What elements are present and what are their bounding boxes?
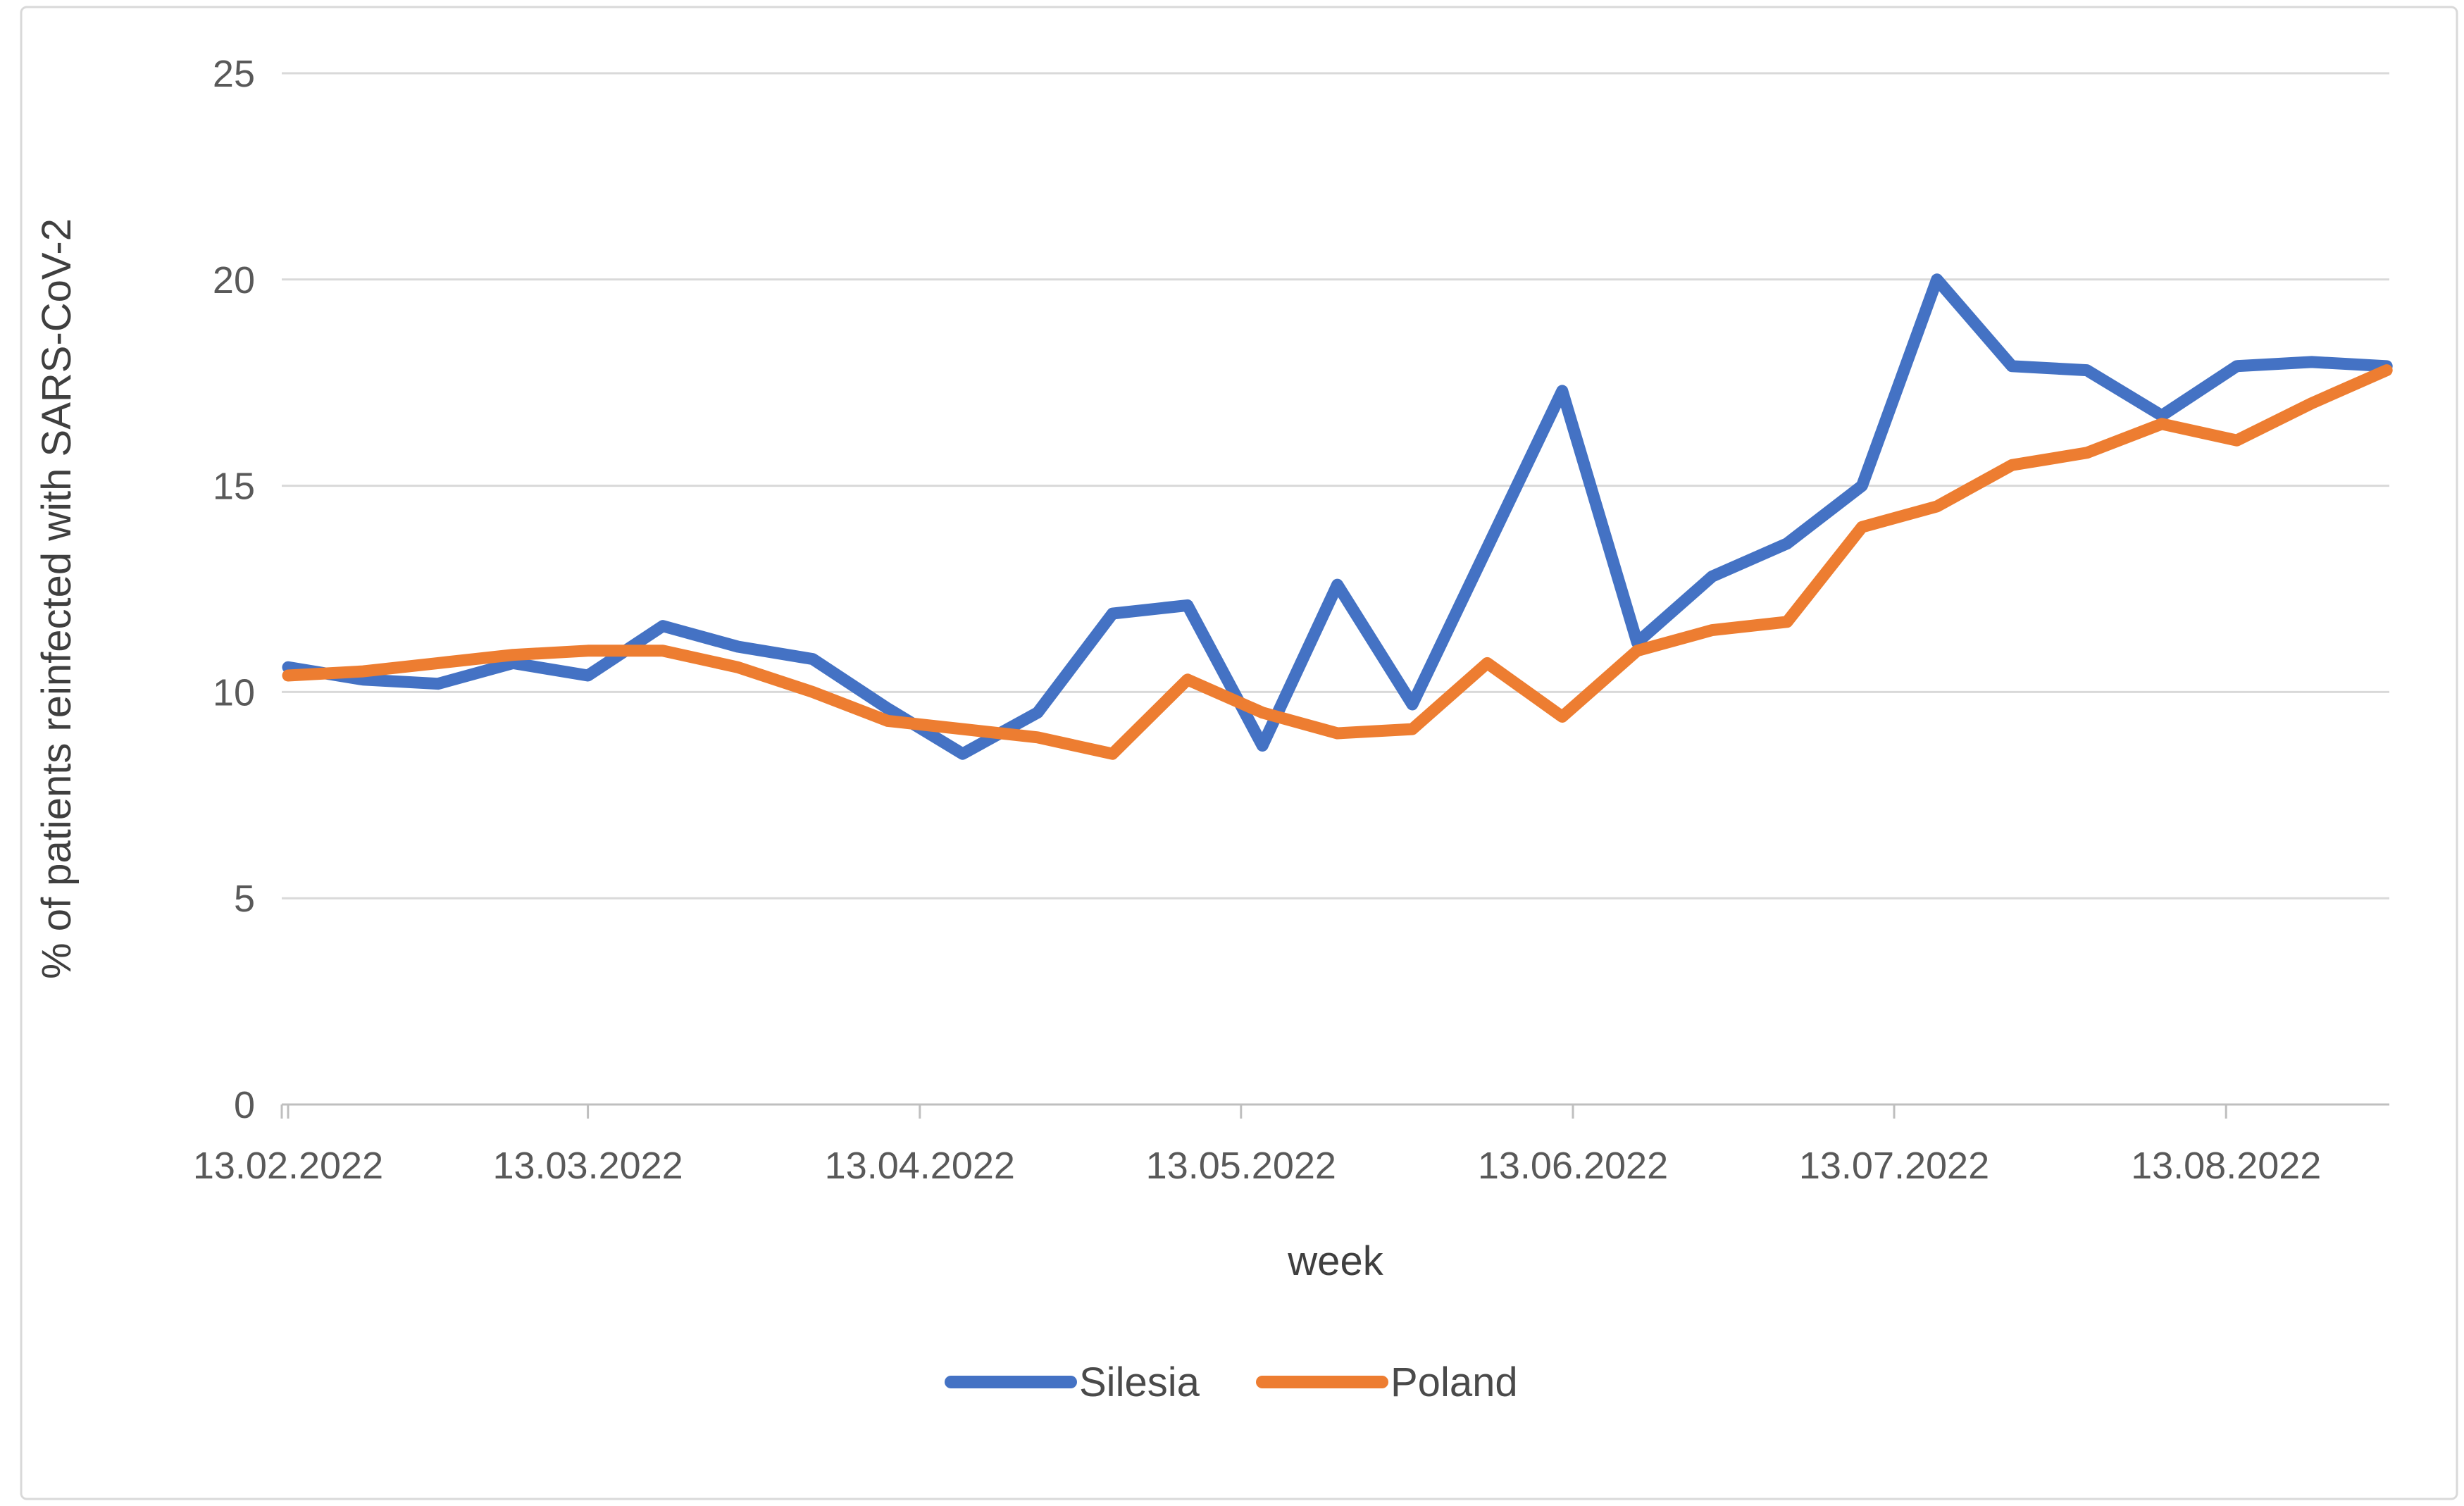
x-tick-label-13.02.2022: 13.02.2022 [193, 1145, 383, 1187]
legend: Silesia Poland [945, 1359, 1518, 1405]
y-axis-title: % of patients reinfected with SARS-CoV-2 [34, 218, 80, 979]
x-tick-label-13.03.2022: 13.03.2022 [492, 1145, 683, 1187]
y-tick-label-0: 0 [234, 1084, 255, 1126]
silesia-series-line [282, 273, 2393, 760]
y-tick-label-25: 25 [213, 53, 255, 95]
x-tick-label-13.08.2022: 13.08.2022 [2131, 1145, 2321, 1187]
series-lines [282, 273, 2393, 760]
x-axis-tick-labels: 13.02.2022 13.03.2022 13.04.2022 13.05.2022… [193, 1145, 2321, 1187]
legend-silesia-label: Silesia [1079, 1359, 1200, 1405]
y-tick-label-10: 10 [213, 671, 255, 714]
y-tick-label-5: 5 [234, 878, 255, 920]
x-tick-label-13.06.2022: 13.06.2022 [1478, 1145, 1668, 1187]
poland-series-line [282, 364, 2393, 760]
x-tick-label-13.05.2022: 13.05.2022 [1146, 1145, 1336, 1187]
x-tick-label-13.07.2022: 13.07.2022 [1799, 1145, 1989, 1187]
x-axis [280, 1103, 2389, 1119]
chart-border [20, 6, 2458, 1500]
x-tick-label-13.04.2022: 13.04.2022 [825, 1145, 1015, 1187]
y-axis-tick-labels: 0 5 10 15 20 25 [213, 53, 255, 1126]
y-tick-label-15: 15 [213, 466, 255, 508]
legend-poland-label: Poland [1390, 1359, 1518, 1405]
gridlines [282, 72, 2389, 900]
y-tick-label-20: 20 [213, 259, 255, 301]
x-axis-title: week [1287, 1238, 1383, 1284]
